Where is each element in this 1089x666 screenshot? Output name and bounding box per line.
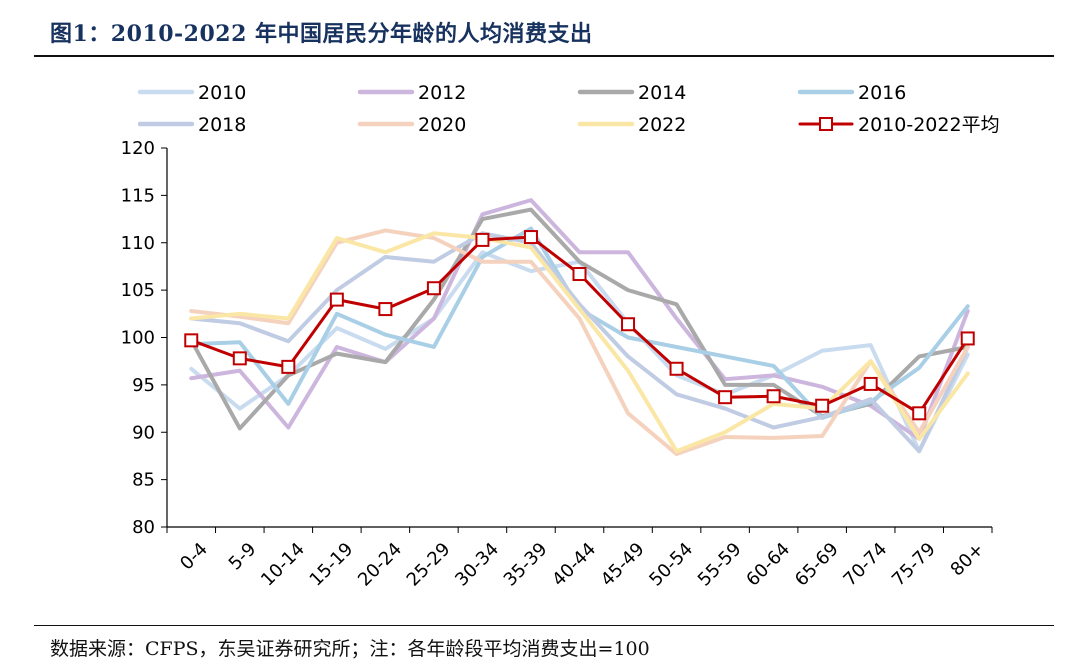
x-tick-label: 5-9 [225, 539, 261, 575]
title-rule [34, 55, 1054, 57]
legend-item: 2020 [357, 114, 466, 136]
x-tick-label: 30-34 [451, 539, 503, 591]
x-tick-label: 55-59 [694, 539, 746, 591]
data-point-marker [815, 398, 830, 413]
y-tick-label: 90 [132, 422, 155, 443]
y-tick-label: 80 [132, 517, 155, 538]
x-tick-label: 80+ [947, 539, 989, 581]
data-point-marker [766, 389, 781, 404]
x-tick-label: 75-79 [888, 539, 940, 591]
legend-item: 2022 [577, 114, 686, 136]
legend-label: 2012 [418, 82, 466, 104]
y-tick-label: 95 [132, 375, 155, 396]
legend-item: 2018 [137, 114, 246, 136]
data-point-marker [329, 292, 344, 307]
data-point-marker [960, 331, 975, 346]
x-tick-label: 70-74 [839, 539, 891, 591]
series-line-2010 [189, 250, 970, 454]
legend-item: 2010-2022平均 [798, 114, 1000, 136]
x-tick-label: 40-44 [548, 539, 600, 591]
data-point-marker [718, 390, 733, 405]
legend-item: 2012 [357, 82, 466, 104]
legend-item: 2016 [797, 82, 906, 104]
y-tick-label: 100 [121, 328, 155, 349]
data-point-marker [863, 376, 878, 391]
legend-label: 2014 [638, 82, 686, 104]
data-point-marker [426, 281, 441, 296]
data-point-marker [475, 232, 490, 247]
y-tick-label: 110 [121, 233, 155, 254]
figure-title: 图1：2010-2022 年中国居民分年龄的人均消费支出 [50, 21, 593, 47]
data-point-marker [281, 359, 296, 374]
data-point-marker [378, 302, 393, 317]
x-tick-label: 25-29 [403, 539, 455, 591]
series-line-2020 [189, 228, 970, 457]
legend-label: 2016 [858, 82, 906, 104]
chart-series [184, 198, 975, 457]
chart-legend: 2010 2012 2014 2016 2018 2020 2022 2010-2022平均 [137, 82, 1000, 136]
data-point-marker [184, 333, 199, 348]
legend-label: 2010 [198, 82, 246, 104]
x-tick-label: 0-4 [176, 539, 212, 575]
x-tick-label: 50-54 [645, 539, 697, 591]
legend-label: 2018 [198, 114, 246, 136]
data-point-marker [669, 361, 684, 376]
data-point-marker [572, 267, 587, 282]
legend-label: 2020 [418, 114, 466, 136]
data-point-marker [523, 230, 538, 245]
x-tick-label: 65-69 [791, 539, 843, 591]
legend-item: 2010 [137, 82, 246, 104]
legend-label: 2010-2022平均 [858, 114, 1000, 136]
data-point-marker [621, 317, 636, 332]
data-point-marker [232, 351, 247, 366]
x-tick-label: 60-64 [742, 539, 794, 591]
x-tick-label: 45-49 [597, 539, 649, 591]
y-tick-label: 115 [121, 185, 155, 206]
y-tick-label: 120 [121, 138, 155, 159]
x-tick-label: 35-39 [500, 539, 552, 591]
legend-item: 2014 [577, 82, 686, 104]
legend-label: 2022 [638, 114, 686, 136]
source-rule [34, 625, 1054, 626]
y-tick-label: 85 [132, 470, 155, 491]
y-tick-label: 105 [121, 280, 155, 301]
source-note: 数据来源：CFPS，东吴证券研究所；注：各年龄段平均消费支出=100 [50, 638, 650, 660]
series-line-2022 [189, 231, 970, 454]
legend-marker [819, 117, 833, 131]
data-point-marker [912, 406, 927, 421]
x-tick-label: 15-19 [306, 539, 358, 591]
x-tick-label: 10-14 [257, 539, 309, 591]
x-tick-label: 20-24 [354, 539, 406, 591]
